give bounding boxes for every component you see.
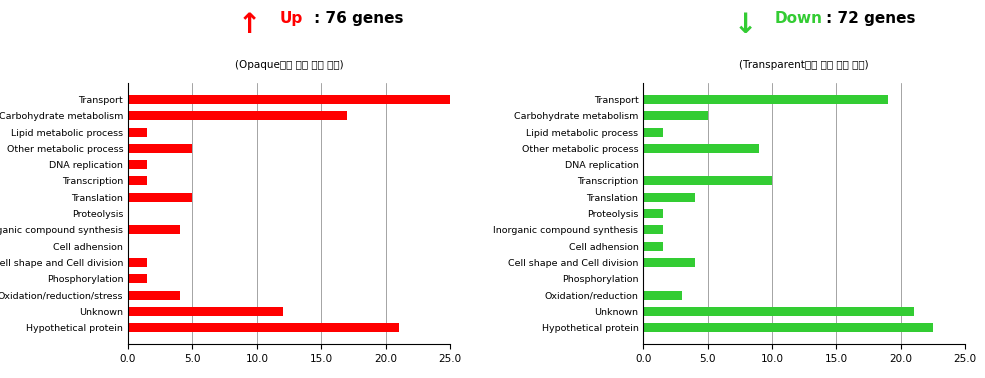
Bar [643,258,694,267]
Bar [128,193,192,202]
Text: Up: Up [279,11,302,26]
Bar [128,177,148,186]
Bar [128,111,347,120]
Text: : 76 genes: : 76 genes [313,11,403,26]
Bar [643,225,663,234]
Bar [128,95,450,104]
Bar [643,242,663,251]
Bar [128,144,192,153]
Text: (Transparent에서 발현 증가 예측): (Transparent에서 발현 증가 예측) [740,60,869,70]
Bar [128,274,148,283]
Text: ↑: ↑ [238,11,261,39]
Bar [643,144,759,153]
Bar [643,111,707,120]
Bar [128,307,283,316]
Text: (Opaque에서 발현 증가 예측): (Opaque에서 발현 증가 예측) [234,60,344,70]
Text: ↓: ↓ [734,11,756,39]
Bar [643,323,933,332]
Text: : 72 genes: : 72 genes [826,11,915,26]
Text: Down: Down [775,11,822,26]
Bar [128,225,179,234]
Bar [128,323,399,332]
Bar [643,95,888,104]
Bar [643,193,694,202]
Bar [643,209,663,218]
Bar [128,291,179,299]
Bar [128,258,148,267]
Bar [643,177,772,186]
Bar [128,160,148,169]
Bar [643,307,914,316]
Bar [643,291,682,299]
Bar [643,128,663,136]
Bar [128,128,148,136]
